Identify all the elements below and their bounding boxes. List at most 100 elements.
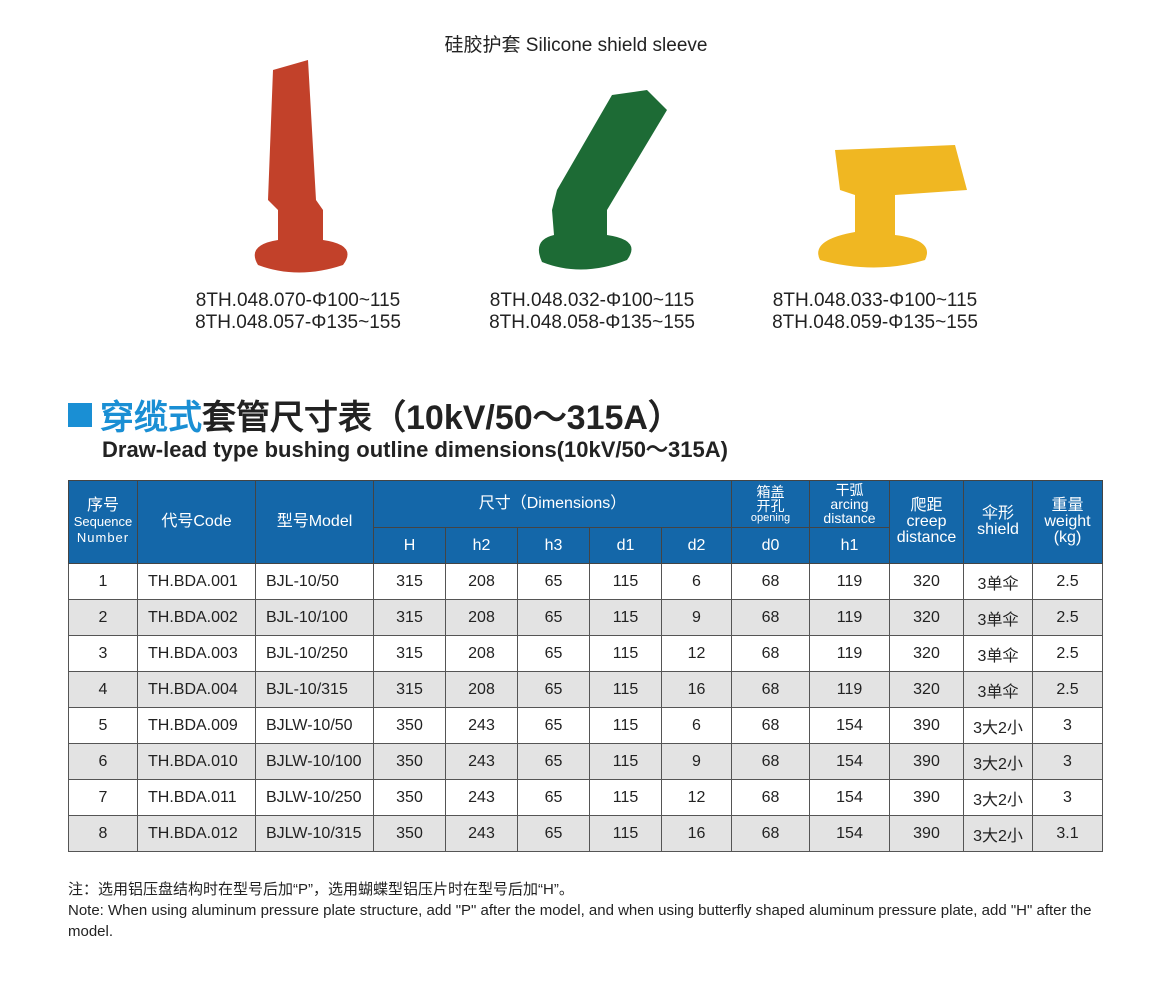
table-cell: 119 bbox=[809, 671, 890, 708]
table-cell: 12 bbox=[661, 635, 732, 672]
product-red-sleeve: 8TH.048.070-Φ100~115 8TH.048.057-Φ135~155 bbox=[168, 50, 428, 340]
table-row: 6 TH.BDA.010 BJLW-10/100 350 243 65 115 9 68 154 3… bbox=[68, 743, 1103, 780]
table-cell: 3单伞 bbox=[963, 671, 1033, 708]
table-cell: 154 bbox=[809, 707, 890, 744]
table-row: 5 TH.BDA.009 BJLW-10/50 350 243 65 115 6 68 154 39… bbox=[68, 707, 1103, 744]
table-cell: 2.5 bbox=[1032, 563, 1103, 600]
table-cell: 243 bbox=[445, 743, 518, 780]
table-cell: 315 bbox=[373, 563, 446, 600]
table-cell: 9 bbox=[661, 599, 732, 636]
table-cell: BJL-10/315 bbox=[255, 671, 374, 708]
table-cell: 65 bbox=[517, 779, 590, 816]
table-cell: TH.BDA.011 bbox=[137, 779, 256, 816]
table-cell: 6 bbox=[661, 563, 732, 600]
table-cell: 65 bbox=[517, 635, 590, 672]
table-row: 4 TH.BDA.004 BJL-10/315 315 208 65 115 16 68 119 3… bbox=[68, 671, 1103, 708]
table-cell: 119 bbox=[809, 599, 890, 636]
header-creep: 爬距 creep distance bbox=[889, 480, 964, 564]
table-cell: 115 bbox=[589, 599, 662, 636]
table-cell: TH.BDA.003 bbox=[137, 635, 256, 672]
table-cell: BJL-10/100 bbox=[255, 599, 374, 636]
table-cell: 115 bbox=[589, 743, 662, 780]
note-en: Note: When using aluminum pressure plate… bbox=[68, 902, 1092, 940]
table-cell: 68 bbox=[731, 599, 810, 636]
table-cell: 3单伞 bbox=[963, 599, 1033, 636]
header-model: 型号Model bbox=[255, 480, 374, 564]
table-cell: 115 bbox=[589, 671, 662, 708]
table-cell: 320 bbox=[889, 563, 964, 600]
table-cell: BJL-10/50 bbox=[255, 563, 374, 600]
table-cell: 3 bbox=[1032, 779, 1103, 816]
table-cell: BJLW-10/315 bbox=[255, 815, 374, 852]
table-cell: 390 bbox=[889, 815, 964, 852]
table-row: 2 TH.BDA.002 BJL-10/100 315 208 65 115 9 68 119 32… bbox=[68, 599, 1103, 636]
table-cell: TH.BDA.009 bbox=[137, 707, 256, 744]
table-cell: 390 bbox=[889, 743, 964, 780]
table-cell: BJLW-10/250 bbox=[255, 779, 374, 816]
table-cell: 16 bbox=[661, 671, 732, 708]
table-cell: 3大2小 bbox=[963, 743, 1033, 780]
table-cell: 68 bbox=[731, 563, 810, 600]
table-cell: 119 bbox=[809, 635, 890, 672]
table-cell: 208 bbox=[445, 635, 518, 672]
table-cell: 115 bbox=[589, 815, 662, 852]
subheader-h3: h3 bbox=[517, 527, 590, 564]
product-yellow-sleeve: 8TH.048.033-Φ100~115 8TH.048.059-Φ135~155 bbox=[745, 50, 1005, 340]
header-dimensions: 尺寸（Dimensions） bbox=[373, 480, 732, 528]
table-cell: 350 bbox=[373, 815, 446, 852]
table-cell: 3 bbox=[1032, 707, 1103, 744]
table-cell: 1 bbox=[68, 563, 138, 600]
subheader-h1: h1 bbox=[809, 527, 890, 564]
yellow-sleeve-image bbox=[818, 145, 967, 268]
table-cell: 3单伞 bbox=[963, 635, 1033, 672]
header-opening: 箱盖 开孔 opening bbox=[731, 480, 810, 528]
subheader-d1: d1 bbox=[589, 527, 662, 564]
table-row: 1 TH.BDA.001 BJL-10/50 315 208 65 115 6 68 119 320… bbox=[68, 563, 1103, 600]
table-cell: BJLW-10/100 bbox=[255, 743, 374, 780]
table-cell: 320 bbox=[889, 635, 964, 672]
table-cell: 3 bbox=[1032, 743, 1103, 780]
table-cell: 6 bbox=[661, 707, 732, 744]
green-sleeve-image bbox=[538, 90, 667, 270]
table-cell: BJL-10/250 bbox=[255, 635, 374, 672]
header-shield: 伞形 shield bbox=[963, 480, 1033, 564]
table-cell: 3单伞 bbox=[963, 563, 1033, 600]
subheader-d2: d2 bbox=[661, 527, 732, 564]
table-cell: 315 bbox=[373, 599, 446, 636]
table-cell: 2.5 bbox=[1032, 671, 1103, 708]
table-cell: 5 bbox=[68, 707, 138, 744]
table-cell: 115 bbox=[589, 707, 662, 744]
table-cell: 115 bbox=[589, 779, 662, 816]
table-cell: TH.BDA.012 bbox=[137, 815, 256, 852]
table-heading-cn: 穿缆式套管尺寸表（10kV/50～315A） bbox=[68, 390, 682, 439]
heading-text: 套管尺寸表（10kV/50～315A） bbox=[202, 399, 682, 437]
heading-blue-text: 穿缆式 bbox=[100, 399, 202, 437]
table-cell: 115 bbox=[589, 563, 662, 600]
model-label: 8TH.048.057-Φ135~155 bbox=[195, 312, 401, 333]
table-cell: 3 bbox=[68, 635, 138, 672]
table-row: 3 TH.BDA.003 BJL-10/250 315 208 65 115 12 68 119 3… bbox=[68, 635, 1103, 672]
table-cell: 65 bbox=[517, 563, 590, 600]
red-sleeve-image bbox=[254, 60, 348, 273]
table-cell: 115 bbox=[589, 635, 662, 672]
table-heading-en: Draw-lead type bushing outline dimension… bbox=[102, 437, 728, 462]
header-code: 代号Code bbox=[137, 480, 256, 564]
subheader-h2: h2 bbox=[445, 527, 518, 564]
table-cell: 3大2小 bbox=[963, 707, 1033, 744]
table-cell: 68 bbox=[731, 743, 810, 780]
model-label: 8TH.048.058-Φ135~155 bbox=[489, 312, 695, 333]
section-title: 硅胶护套 Silicone shield sleeve bbox=[444, 35, 708, 56]
table-cell: 208 bbox=[445, 671, 518, 708]
table-cell: 320 bbox=[889, 671, 964, 708]
table-cell: 350 bbox=[373, 707, 446, 744]
note-cn: 注：选用铝压盘结构时在型号后加“P”，选用蝴蝶型铝压片时在型号后加“H”。 bbox=[68, 881, 574, 898]
table-cell: 65 bbox=[517, 743, 590, 780]
table-cell: TH.BDA.004 bbox=[137, 671, 256, 708]
table-cell: BJLW-10/50 bbox=[255, 707, 374, 744]
header-seq: 序号 Sequence Number bbox=[68, 480, 138, 564]
table-cell: 68 bbox=[731, 635, 810, 672]
model-label: 8TH.048.070-Φ100~115 bbox=[195, 290, 401, 311]
table-cell: 243 bbox=[445, 779, 518, 816]
table-cell: 6 bbox=[68, 743, 138, 780]
table-cell: 208 bbox=[445, 599, 518, 636]
